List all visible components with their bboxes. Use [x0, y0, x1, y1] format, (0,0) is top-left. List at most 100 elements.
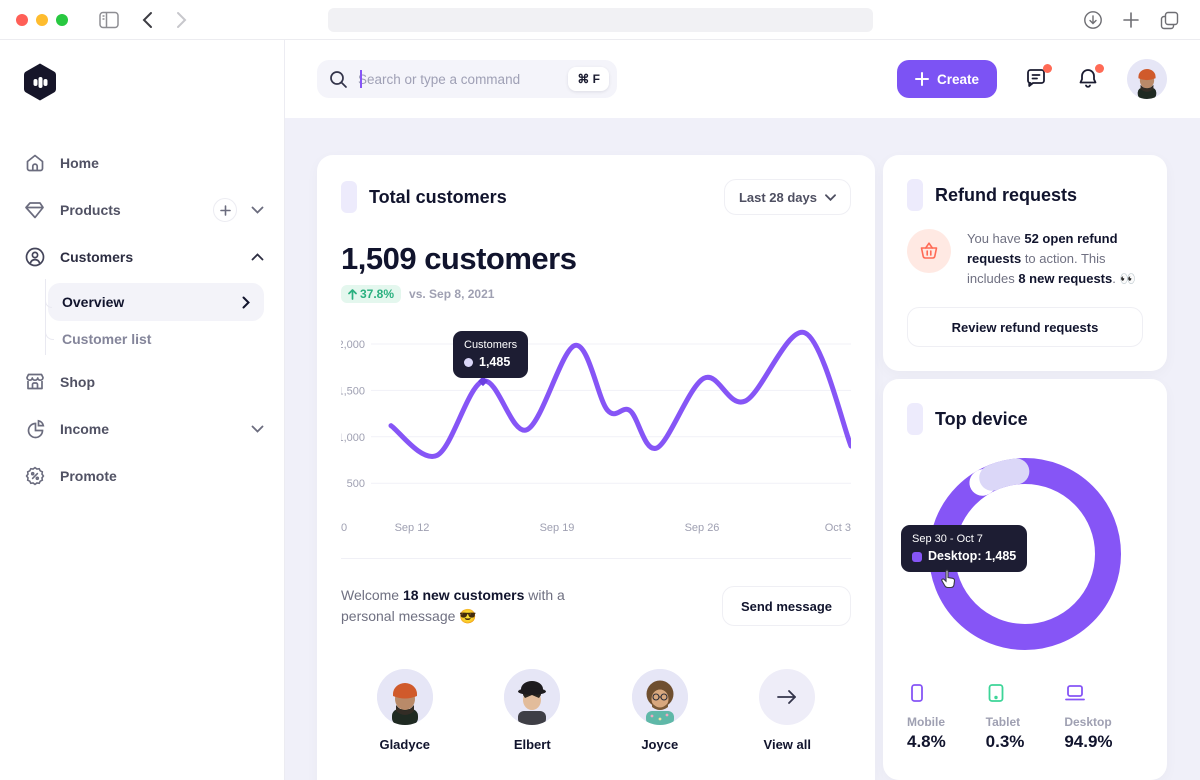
legend-label: Mobile	[907, 715, 945, 729]
sidebar-item-customer-list[interactable]: Customer list	[45, 315, 264, 347]
chat-icon	[1027, 69, 1045, 87]
mobile-icon	[911, 684, 923, 702]
device-donut-chart[interactable]: Sep 30 - Oct 7 Desktop: 1,485	[901, 441, 1143, 673]
plus-icon	[914, 72, 929, 86]
customer-name: Gladyce	[379, 737, 431, 752]
customers-submenu: Overview Customer list	[20, 279, 264, 355]
period-select[interactable]: Last 28 days	[723, 179, 851, 215]
search-input[interactable]	[348, 71, 569, 87]
svg-text:500: 500	[347, 478, 365, 490]
sidebar-item-income[interactable]: Income	[20, 414, 264, 444]
notification-dot	[1043, 64, 1052, 73]
forward-button[interactable]	[168, 7, 194, 33]
top-device-card: Top device Sep 30 - Oct 7 Desktop: 1,485	[883, 379, 1167, 780]
sidebar-item-shop[interactable]: Shop	[20, 367, 264, 397]
customers-line-chart: 2,000 1,500 1,000 500 0 Sep 12 Sep 19 Sep 26 Oct…	[337, 330, 854, 534]
search-icon	[330, 70, 347, 88]
sidebar-item-label: Promote	[60, 468, 117, 484]
messages-button[interactable]	[1023, 64, 1052, 92]
notification-dot	[1095, 64, 1104, 73]
avatar-joyce-image	[631, 669, 688, 725]
sidebar-item-label: Home	[60, 155, 99, 171]
avatar-gladyce-image	[376, 669, 433, 725]
address-bar[interactable]	[328, 8, 873, 32]
app-logo[interactable]	[20, 62, 60, 102]
send-message-button[interactable]: Send message	[721, 586, 851, 626]
divider	[341, 558, 851, 559]
legend-label: Tablet	[985, 715, 1021, 729]
downloads-button[interactable]	[1080, 7, 1106, 33]
chevron-down-icon	[825, 193, 836, 201]
promo-badge-icon	[25, 466, 45, 486]
refund-requests-card: Refund requests You have 52 open refund …	[883, 155, 1167, 371]
legend-item-tablet: Tablet 0.3%	[986, 683, 1065, 752]
back-icon	[142, 11, 152, 28]
chevron-down-icon	[251, 206, 264, 214]
traffic-lights	[16, 13, 68, 26]
sidebar-item-promote[interactable]: Promote	[20, 461, 264, 491]
view-all-label: View all	[763, 737, 811, 752]
tab-overview-button[interactable]	[1156, 7, 1182, 33]
notifications-button[interactable]	[1075, 64, 1104, 92]
create-button[interactable]: Create	[896, 60, 997, 98]
tooltip-period: Sep 30 - Oct 7	[912, 533, 983, 545]
card-title: Top device	[935, 408, 1028, 429]
close-window-icon[interactable]	[16, 13, 28, 26]
text-cursor	[360, 70, 362, 88]
sidebar-item-label: Customer list	[62, 331, 152, 347]
svg-text:2,000: 2,000	[341, 339, 365, 351]
svg-text:Sep 26: Sep 26	[685, 522, 720, 534]
sidebar-item-customers[interactable]: Customers	[20, 242, 264, 272]
card-title-marker	[907, 403, 923, 435]
basket-icon-circle	[907, 229, 951, 273]
cursor-pointer-icon	[941, 569, 956, 589]
back-button[interactable]	[134, 7, 160, 33]
sidebar-toggle-button[interactable]	[96, 7, 122, 33]
delta-note: vs. Sep 8, 2021	[409, 287, 495, 301]
tablet-icon	[988, 684, 1004, 702]
series-swatch	[464, 358, 473, 368]
legend-value: 94.9%	[1064, 732, 1113, 751]
new-tab-button[interactable]	[1118, 7, 1144, 33]
plus-icon	[1123, 12, 1139, 28]
legend-label: Desktop	[1064, 715, 1112, 729]
sidebar-item-overview[interactable]: Overview	[45, 283, 264, 321]
delta-badge: 37.8%	[341, 285, 402, 303]
view-all-button[interactable]: View all	[724, 669, 852, 752]
svg-text:0: 0	[341, 522, 347, 534]
tooltip-value: Desktop: 1,485	[928, 549, 1017, 563]
svg-text:1,500: 1,500	[341, 385, 365, 397]
legend-item-desktop: Desktop 94.9%	[1064, 683, 1143, 752]
sidebar-nav: Home Products Customers	[20, 148, 264, 491]
sidebar-toggle-icon	[99, 11, 119, 28]
chevron-up-icon	[251, 253, 264, 261]
customer-item-joyce[interactable]: Joyce	[596, 669, 724, 752]
logo-hexagon-icon	[24, 63, 56, 101]
donut-tooltip: Sep 30 - Oct 7 Desktop: 1,485	[901, 525, 1028, 572]
search-shortcut-hint: ⌘ F	[568, 67, 609, 91]
minimize-window-icon[interactable]	[36, 13, 48, 26]
avatar-gladyce-image	[1127, 59, 1167, 99]
customer-item-gladyce[interactable]: Gladyce	[341, 669, 469, 752]
review-refunds-button[interactable]: Review refund requests	[907, 307, 1143, 347]
chevron-down-icon	[251, 425, 264, 433]
sidebar-item-home[interactable]: Home	[20, 148, 264, 178]
legend-item-mobile: Mobile 4.8%	[907, 683, 986, 752]
legend-value: 0.3%	[985, 732, 1025, 751]
add-product-button[interactable]	[213, 198, 237, 222]
user-avatar[interactable]	[1127, 59, 1167, 99]
plus-icon	[219, 204, 231, 216]
customers-chart[interactable]: 2,000 1,500 1,000 500 0 Sep 12 Sep 19 Sep 26 Oct…	[337, 323, 854, 538]
maximize-window-icon[interactable]	[56, 13, 68, 26]
arrow-right-icon	[777, 690, 797, 704]
desktop-icon	[1065, 685, 1086, 701]
topbar: ⌘ F Create	[285, 40, 1200, 118]
search-bar[interactable]: ⌘ F	[317, 60, 617, 98]
customer-item-elbert[interactable]: Elbert	[469, 669, 597, 752]
card-title: Total customers	[369, 186, 507, 207]
svg-text:Oct 3: Oct 3	[825, 522, 851, 534]
customer-name: Joyce	[641, 737, 679, 752]
home-icon	[26, 154, 44, 172]
sidebar-item-products[interactable]: Products	[20, 195, 264, 225]
card-title-marker	[907, 179, 923, 211]
